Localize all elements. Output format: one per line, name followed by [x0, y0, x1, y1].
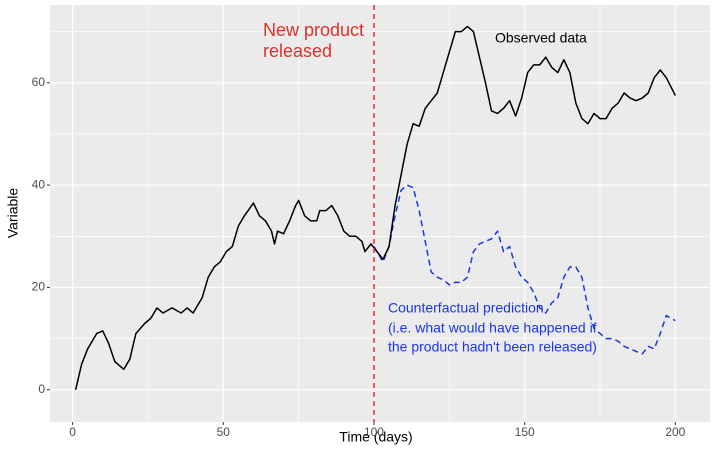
- y-tick-label: 60: [32, 75, 46, 89]
- series-line: [74, 25, 677, 390]
- x-axis-title: Time (days): [339, 429, 412, 445]
- x-tick-label: 150: [515, 425, 535, 439]
- event-label: New product: [263, 20, 364, 40]
- y-tick-label: 40: [32, 177, 46, 191]
- x-tick-label: 200: [665, 425, 685, 439]
- x-tick-label: 100: [364, 425, 384, 439]
- event-label: released: [263, 41, 332, 61]
- y-tick-label: 20: [32, 280, 46, 294]
- x-tick-label: 0: [69, 425, 76, 439]
- series-line: [373, 184, 676, 355]
- series-label: Counterfactual prediction: [388, 300, 544, 316]
- y-tick-label: 0: [38, 382, 45, 396]
- panel: [50, 5, 710, 422]
- series-note: (i.e. what would have happened if: [388, 320, 597, 336]
- series-note: the product hadn't been released): [388, 339, 597, 355]
- y-axis-title: Variable: [5, 188, 21, 239]
- x-tick-label: 50: [217, 425, 231, 439]
- series-label: Observed data: [495, 30, 587, 46]
